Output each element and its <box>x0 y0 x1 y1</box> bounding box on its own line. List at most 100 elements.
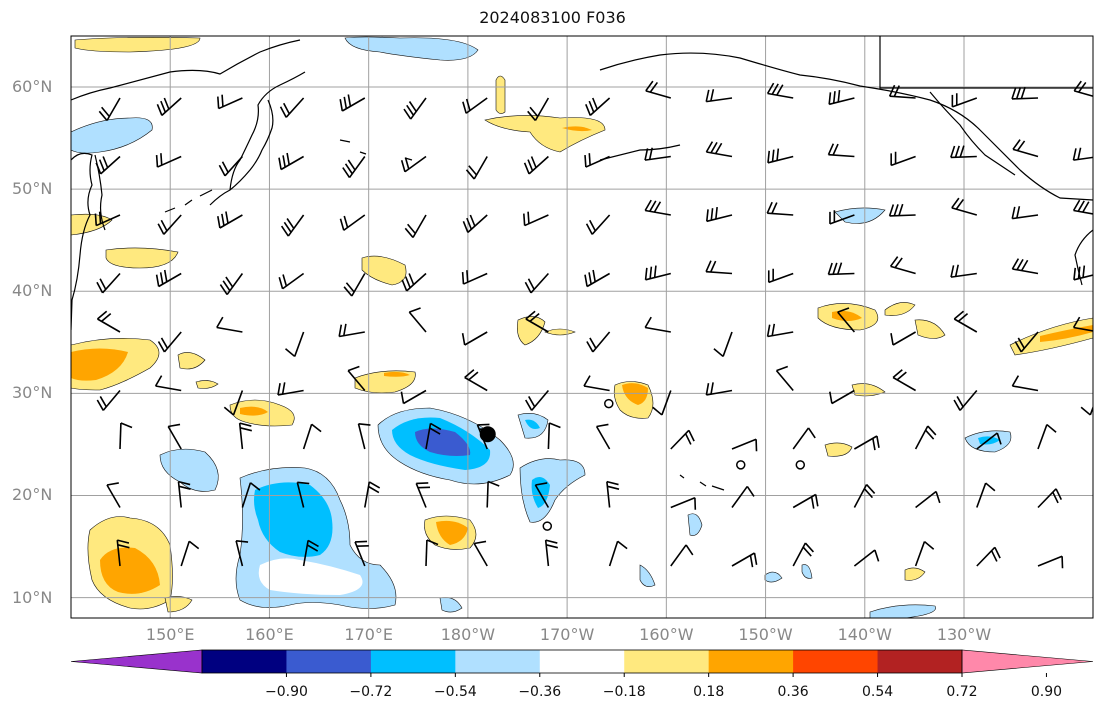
wind-barb <box>713 331 733 358</box>
wind-barb <box>1099 545 1105 566</box>
wind-barb <box>524 272 549 294</box>
wind-barb <box>766 201 794 216</box>
wind-barb <box>277 382 304 396</box>
colorbar-swatch <box>708 650 794 673</box>
wind-barb <box>828 90 855 106</box>
wind-barb <box>400 389 427 405</box>
colorbar <box>70 649 1094 677</box>
wind-barb <box>888 203 916 217</box>
wind-barb <box>892 369 916 392</box>
colorbar-tick-label: −0.90 <box>264 684 308 700</box>
wind-barb <box>180 540 200 567</box>
wind-barb <box>425 422 442 450</box>
wind-barb <box>837 307 856 333</box>
wind-barb <box>462 97 488 114</box>
wind-barb <box>853 484 876 508</box>
wind-barb <box>1080 405 1093 416</box>
wind-barb <box>915 490 941 509</box>
wind-barb <box>278 272 305 290</box>
wind-barb <box>888 84 916 99</box>
wind-barb <box>652 390 672 416</box>
colorbar-tick-label: −0.36 <box>518 684 562 700</box>
wind-barb <box>96 389 121 411</box>
colorbar-tick-label: 0.54 <box>861 684 894 700</box>
wind-barb <box>486 480 500 508</box>
colorbar-frame <box>201 649 963 674</box>
wind-barb <box>853 549 880 567</box>
wind-barb <box>285 331 305 358</box>
wind-barb <box>296 481 310 508</box>
colorbar-swatch <box>793 650 879 673</box>
wind-barb <box>217 211 243 229</box>
wind-barb <box>608 540 628 567</box>
wind-barb <box>534 482 550 508</box>
wind-barb <box>1011 375 1039 392</box>
wind-barb <box>1037 423 1057 450</box>
wind-barb <box>792 493 819 509</box>
wind-barb <box>425 539 439 567</box>
wind-barb <box>462 214 488 233</box>
wind-barb <box>606 480 620 508</box>
wind-barb <box>527 97 550 122</box>
longitude-label: 180°W <box>440 625 496 644</box>
open-circle-marker <box>604 398 614 409</box>
wind-barb <box>219 273 244 296</box>
station-markers <box>479 398 806 531</box>
latitude-label: 20°N <box>12 485 53 505</box>
wind-barb <box>583 375 610 392</box>
wind-barb <box>96 272 121 294</box>
wind-barb <box>951 197 978 216</box>
longitude-label: 170°E <box>344 625 393 644</box>
latitude-label: 40°N <box>12 281 53 301</box>
colorbar-swatch <box>370 650 456 673</box>
wind-barb <box>1072 316 1093 332</box>
wind-barb <box>404 214 427 239</box>
colorbar-swatch <box>202 650 287 673</box>
wind-barb <box>705 382 733 396</box>
filled-circle-marker <box>479 426 496 443</box>
wind-barb <box>914 425 937 450</box>
wind-barb <box>525 389 550 411</box>
longitude-label: 160°E <box>245 625 294 644</box>
wind-barb <box>731 485 755 508</box>
wind-barb <box>217 94 243 110</box>
wind-barb <box>278 152 305 171</box>
wind-barb <box>775 365 794 392</box>
wind-barb <box>953 389 978 411</box>
longitude-label: 130°W <box>936 625 992 644</box>
longitude-label: 160°W <box>639 625 694 644</box>
wind-barb <box>279 97 305 118</box>
colorbar-swatch <box>624 650 710 673</box>
graticule <box>71 36 1093 618</box>
wind-barb <box>238 422 253 450</box>
colorbar-tick-label: −0.18 <box>602 684 646 700</box>
wind-barb <box>216 316 243 333</box>
wind-barb <box>364 481 381 508</box>
wind-barb <box>950 145 977 159</box>
wind-barb <box>223 390 244 416</box>
wind-barb <box>525 310 549 333</box>
wind-barb <box>1011 258 1039 275</box>
wind-barb <box>403 97 427 120</box>
longitude-label: 150°W <box>738 625 793 644</box>
wind-barb <box>586 331 611 353</box>
wind-barb <box>96 310 121 333</box>
coastlines <box>71 36 1093 491</box>
wind-barb <box>1099 430 1105 449</box>
wind-barb <box>976 432 1002 450</box>
wind-barb <box>1011 206 1039 220</box>
wind-barb <box>523 155 549 175</box>
wind-barb <box>976 546 1001 567</box>
wind-barb <box>94 211 121 227</box>
wind-barb <box>792 427 816 450</box>
wind-barb <box>338 323 365 338</box>
colorbar-tick-label: 0.72 <box>946 684 978 700</box>
wind-barb <box>889 256 916 275</box>
wind-barb <box>670 429 695 450</box>
wind-barb <box>767 268 794 284</box>
wind-barb <box>1073 265 1093 281</box>
wind-barb <box>1012 139 1039 158</box>
wind-barb <box>766 323 794 338</box>
latitude-label: 30°N <box>12 383 53 403</box>
